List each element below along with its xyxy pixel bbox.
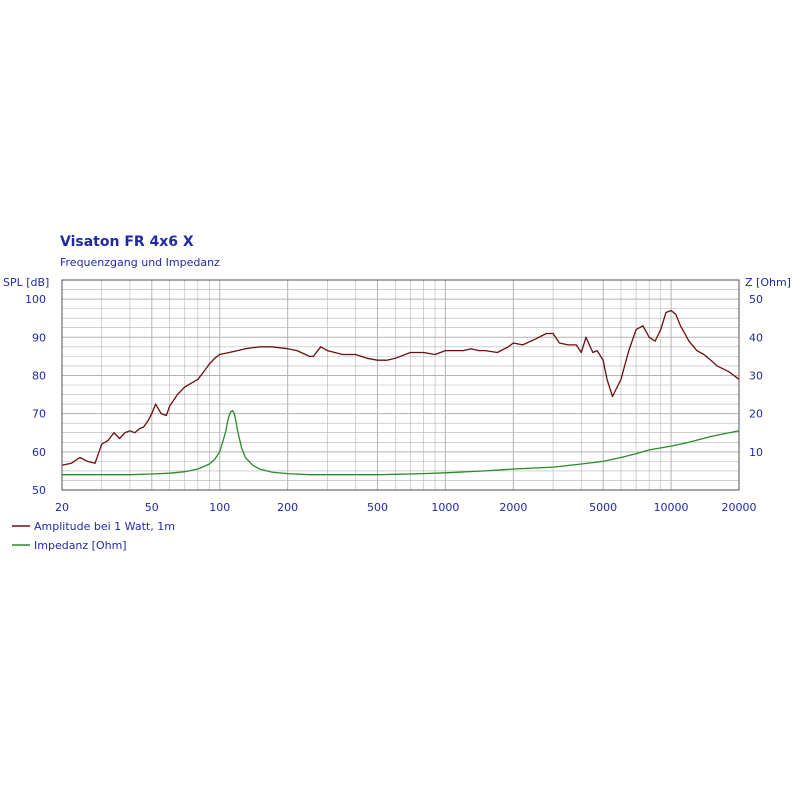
right-axis-label: Z [Ohm] — [745, 276, 791, 289]
legend-label-impedance: Impedanz [Ohm] — [34, 539, 127, 552]
x-tick-label: 50 — [145, 501, 159, 514]
x-tick-label: 2000 — [499, 501, 527, 514]
x-tick-label: 5000 — [589, 501, 617, 514]
y-tick-label-right: 50 — [749, 293, 763, 306]
y-tick-label-left: 100 — [25, 293, 46, 306]
y-tick-label-left: 50 — [32, 484, 46, 497]
x-tick-label: 200 — [277, 501, 298, 514]
y-tick-label-right: 40 — [749, 331, 763, 344]
x-tick-label: 20 — [55, 501, 69, 514]
grid — [61, 279, 740, 491]
x-tick-label: 20000 — [722, 501, 757, 514]
chart-title: Visaton FR 4x6 X — [60, 234, 194, 250]
left-axis-label: SPL [dB] — [3, 276, 49, 289]
plot-frame — [61, 279, 740, 491]
y-tick-label-right: 10 — [749, 446, 763, 459]
data-lines — [61, 309, 740, 476]
legend-label-amplitude: Amplitude bei 1 Watt, 1m — [34, 520, 175, 533]
y-tick-label-left: 70 — [32, 408, 46, 421]
legend: Amplitude bei 1 Watt, 1m Impedanz [Ohm] — [12, 520, 175, 552]
y-tick-labels-left: 50 60 70 80 90 100 — [25, 293, 46, 497]
y-tick-label-right: 30 — [749, 369, 763, 382]
x-tick-label: 100 — [209, 501, 230, 514]
x-tick-label: 10000 — [654, 501, 689, 514]
y-tick-label-left: 60 — [32, 446, 46, 459]
y-tick-label-right: 20 — [749, 408, 763, 421]
y-tick-label-left: 80 — [32, 369, 46, 382]
y-tick-labels-right: 10 20 30 40 50 — [749, 293, 763, 459]
series-line-amplitude — [61, 309, 740, 466]
chart-subtitle: Frequenzgang und Impedanz — [60, 256, 220, 269]
legend-item-impedance: Impedanz [Ohm] — [12, 539, 127, 552]
x-tick-label: 500 — [367, 501, 388, 514]
y-tick-label-left: 90 — [32, 331, 46, 344]
legend-item-amplitude: Amplitude bei 1 Watt, 1m — [12, 520, 175, 533]
series-line-impedance — [62, 409, 740, 476]
x-tick-label: 1000 — [431, 501, 459, 514]
x-tick-labels: 20 50 100 200 500 1000 2000 5000 10000 20000 — [55, 501, 757, 514]
